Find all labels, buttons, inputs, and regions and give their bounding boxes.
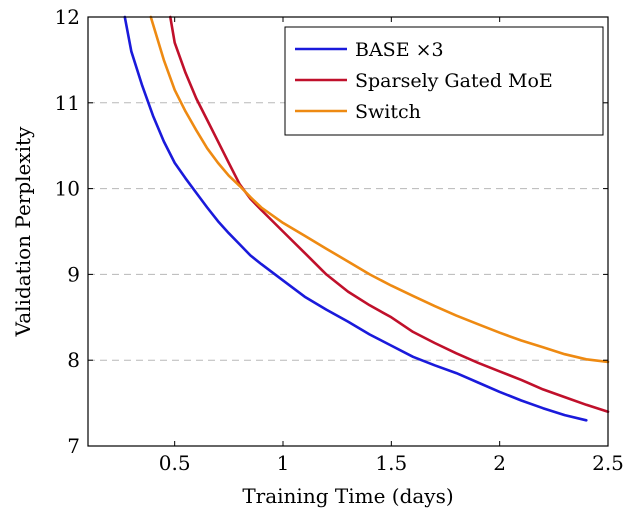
axis-ticks: 0.5 1 1.5 2 2.5 7 8 9 10 11 12 (55, 5, 624, 475)
x-tick-label: 1.5 (375, 451, 407, 475)
series-line-2 (149, 15, 610, 364)
y-tick-label: 12 (55, 5, 80, 29)
y-tick-label: 7 (67, 434, 80, 458)
x-tick-label: 1 (277, 451, 290, 475)
y-tick-label: 11 (55, 91, 80, 115)
y-tick-label: 10 (55, 177, 80, 201)
y-tick-label: 8 (67, 348, 80, 372)
x-tick-label: 2.5 (592, 451, 624, 475)
series-line-1 (169, 15, 610, 414)
x-axis-label: Training Time (days) (242, 484, 453, 508)
y-axis-label: Validation Perplexity (11, 126, 35, 337)
legend: BASE ×3 Sparsely Gated MoE Switch (284, 26, 604, 136)
legend-label-2: Switch (355, 101, 421, 123)
y-tick-label: 9 (67, 262, 80, 286)
plot-frame (87, 16, 609, 447)
series-line-0 (123, 15, 588, 422)
series-lines (123, 15, 610, 422)
legend-label-1: Sparsely Gated MoE (355, 70, 553, 92)
x-tick-label: 0.5 (159, 451, 191, 475)
legend-label-0: BASE ×3 (355, 39, 444, 61)
x-tick-label: 2 (493, 451, 506, 475)
